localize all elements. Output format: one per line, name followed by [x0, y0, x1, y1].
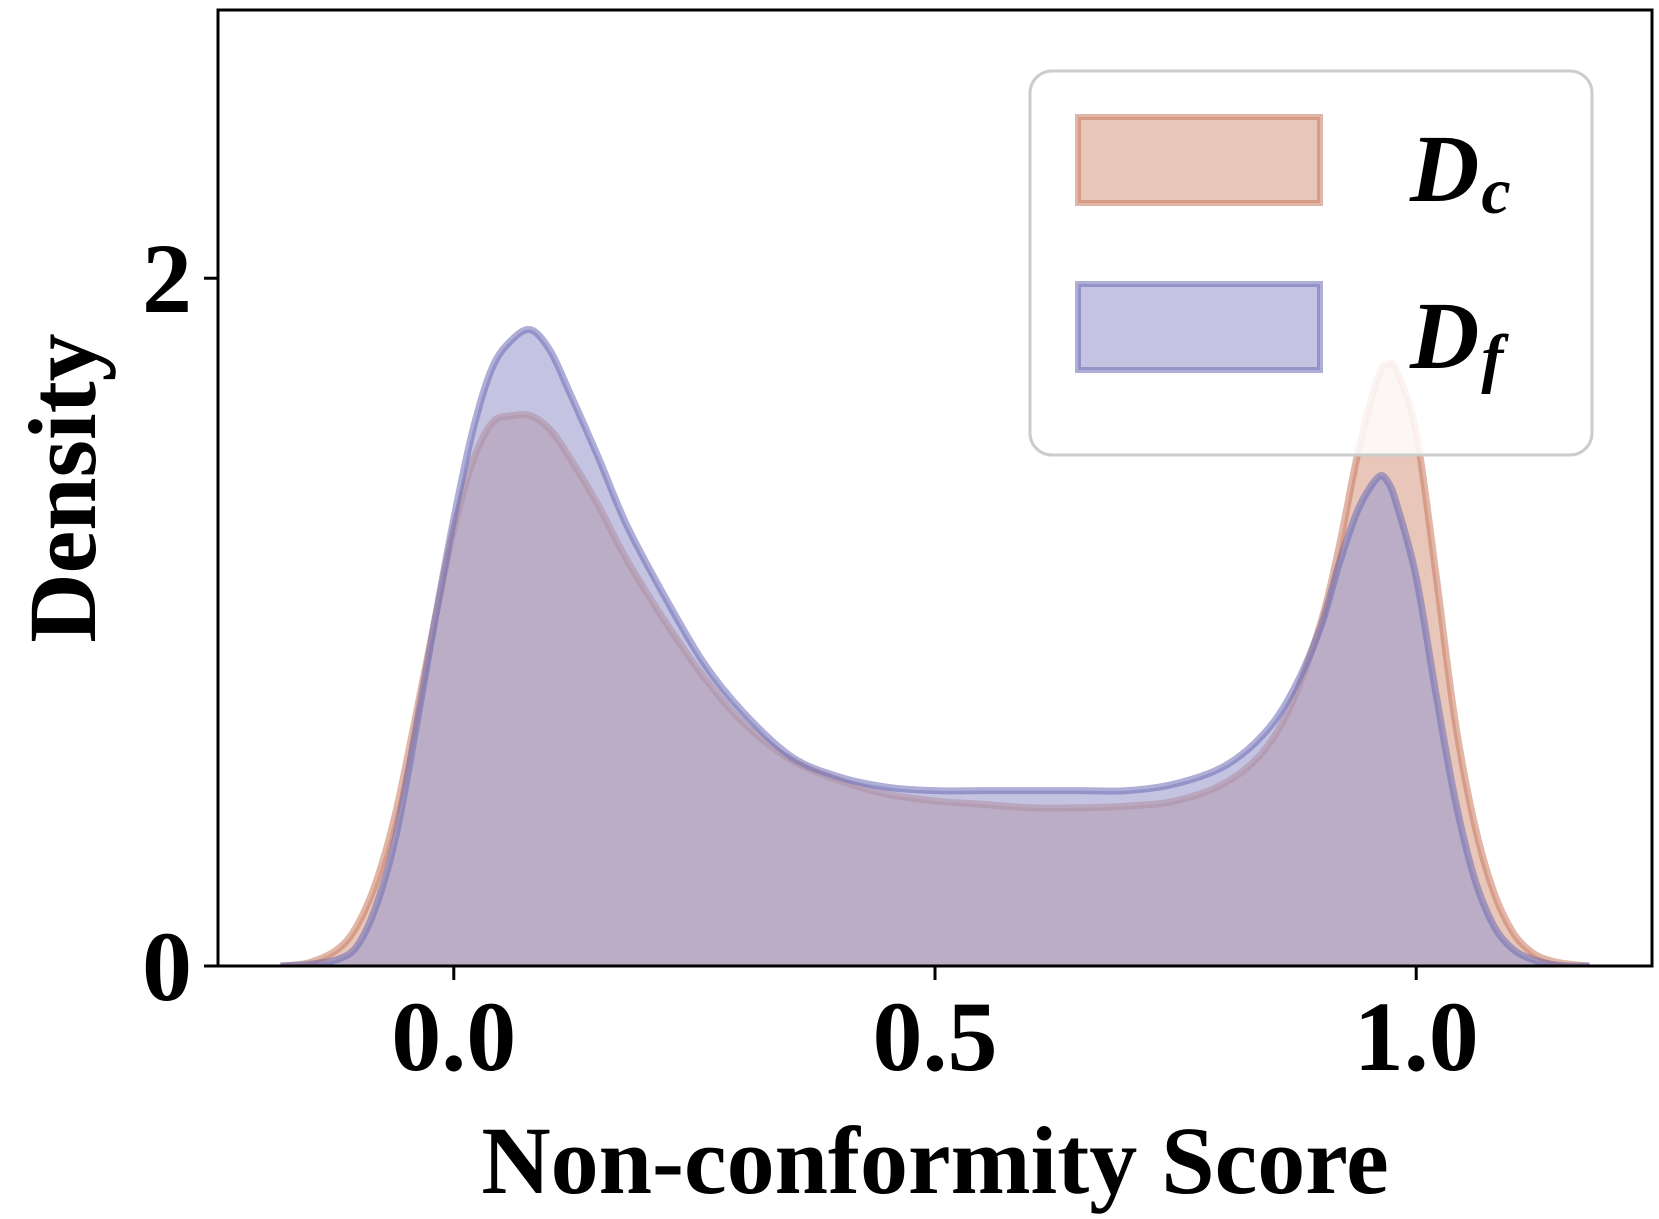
- y-tick-label-1: 2: [142, 223, 192, 334]
- legend-swatch-0: [1075, 114, 1323, 206]
- y-axis-ticks: 02: [142, 223, 218, 1022]
- series-layer: [280, 326, 1590, 966]
- x-tick-label-1: 0.5: [873, 981, 998, 1092]
- series-1-line: [280, 326, 1590, 966]
- y-axis-label: Density: [9, 333, 116, 642]
- x-tick-label-2: 1.0: [1354, 981, 1479, 1092]
- x-axis-ticks: 0.0 0.5 1.0: [391, 966, 1479, 1092]
- x-tick-label-0: 0.0: [391, 981, 516, 1092]
- legend-swatch-1: [1075, 281, 1323, 373]
- x-axis-label: Non-conformity Score: [481, 1107, 1388, 1214]
- y-tick-label-0: 0: [142, 911, 192, 1022]
- legend-label-0: Dc: [1409, 115, 1511, 228]
